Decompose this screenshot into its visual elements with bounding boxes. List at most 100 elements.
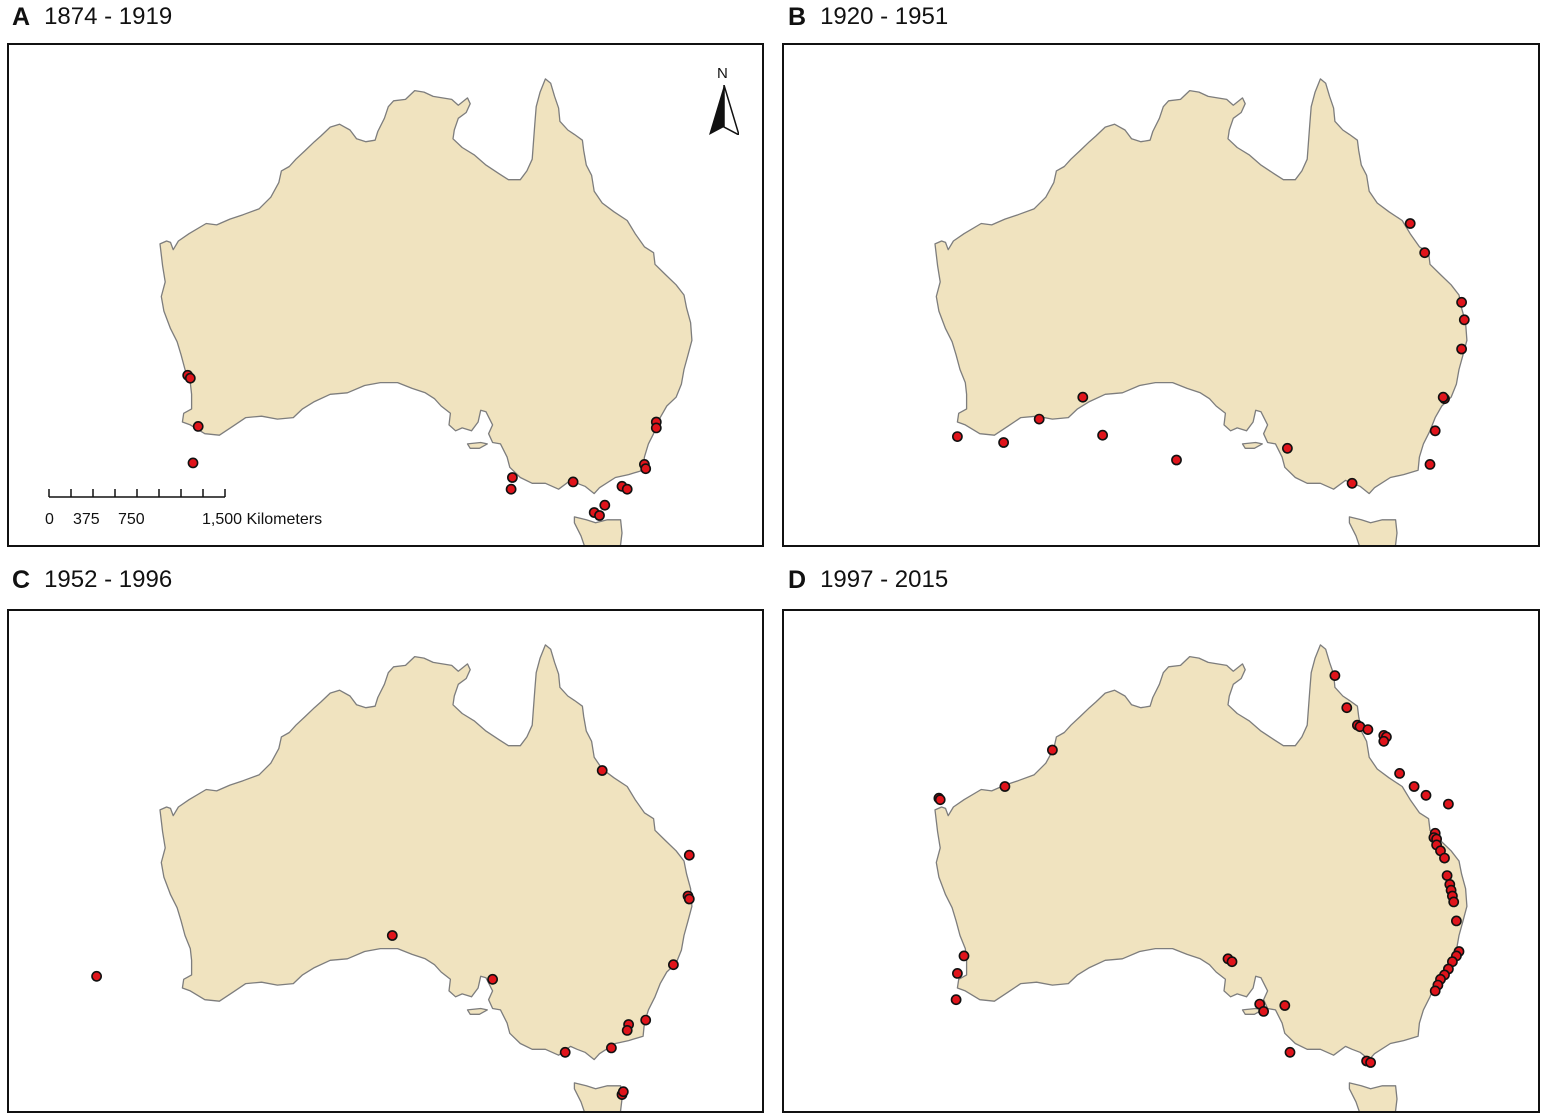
record-point [559, 1046, 571, 1058]
record-point [621, 483, 633, 495]
scale-label-0: 0 [45, 511, 54, 528]
landmass-kangaroo-island [1241, 441, 1263, 449]
panel-title: 1952 - 1996 [44, 566, 173, 593]
record-point [1420, 789, 1432, 801]
record-point [567, 476, 579, 488]
landmass-tasmania [1348, 1082, 1398, 1111]
record-point [599, 499, 611, 511]
record-point [1458, 314, 1470, 326]
record-point [1329, 670, 1341, 681]
record-point [999, 781, 1011, 792]
panel-header-b: B 1920 - 1951 [788, 0, 948, 34]
landmass-mainland [159, 644, 693, 1061]
scale-bar: 0 375 750 1,500 Kilometers [45, 485, 322, 535]
record-point [1429, 985, 1441, 997]
map-svg-b [934, 78, 1470, 545]
record-point [184, 372, 196, 384]
panel-title: 1920 - 1951 [820, 3, 949, 30]
scale-bar-graphic [48, 489, 226, 498]
scale-label-375: 375 [73, 511, 100, 528]
record-point [594, 510, 605, 521]
map-svg-a [159, 78, 693, 545]
record-point [650, 422, 662, 434]
record-point [1046, 744, 1058, 756]
north-arrow: N [709, 65, 739, 135]
record-point [596, 765, 608, 776]
record-point [1437, 391, 1449, 403]
record-point [1429, 425, 1441, 437]
record-point [668, 959, 679, 971]
record-point [640, 463, 652, 475]
landmass-mainland [934, 644, 1468, 1061]
map-frame-b [782, 43, 1540, 547]
landmass-kangaroo-island [466, 441, 488, 449]
map-frame-d [782, 609, 1540, 1113]
record-point [617, 1086, 629, 1098]
record-point [621, 1024, 633, 1036]
panel-letter: C [12, 565, 31, 594]
landmass-tasmania [573, 516, 623, 545]
record-point [1365, 1057, 1376, 1068]
record-point [1448, 896, 1460, 908]
record-point [386, 930, 398, 941]
landmass-tasmania [1348, 516, 1398, 545]
record-point [1258, 1005, 1269, 1017]
record-point [1394, 767, 1405, 779]
record-point [506, 472, 518, 483]
panel-letter: B [788, 2, 807, 31]
record-point [951, 967, 963, 979]
record-point [1378, 735, 1390, 747]
record-point [1171, 454, 1182, 466]
record-point [951, 431, 963, 442]
record-point [606, 1042, 617, 1054]
record-point [1419, 247, 1431, 259]
record-point [187, 457, 199, 469]
panel-title: 1997 - 2015 [820, 566, 949, 593]
record-point [1408, 781, 1420, 792]
record-point [1097, 429, 1108, 441]
record-point [1033, 413, 1045, 425]
landmass-mainland [159, 78, 693, 495]
record-point [1346, 477, 1358, 489]
map-frame-c [7, 609, 764, 1113]
panel-title: 1874 - 1919 [44, 3, 173, 30]
scale-label-750: 750 [118, 511, 145, 528]
panel-letter: D [788, 565, 807, 594]
record-point [1456, 296, 1467, 308]
record-point [1341, 702, 1353, 714]
record-point [1226, 956, 1238, 968]
scale-label-1500: 1,500 Kilometers [202, 511, 323, 528]
record-point [1443, 798, 1454, 810]
record-point [683, 849, 695, 861]
record-point [640, 1014, 652, 1026]
record-point [1077, 391, 1089, 403]
panel-header-a: A 1874 - 1919 [12, 0, 172, 34]
record-point [1284, 1046, 1296, 1058]
record-point [934, 794, 946, 806]
record-point [505, 483, 517, 495]
landmass-mainland [934, 78, 1468, 495]
record-point [91, 970, 102, 982]
record-point [1424, 458, 1436, 470]
record-point [1456, 343, 1467, 355]
record-point [1441, 870, 1453, 881]
landmass-kangaroo-island [466, 1007, 488, 1015]
record-point [998, 437, 1009, 448]
record-point [1451, 915, 1462, 927]
panel-letter: A [12, 2, 31, 31]
north-label: N [717, 65, 728, 82]
map-frame-a: N 0 375 750 1,500 Kilometers [7, 43, 764, 547]
landmass-tasmania [573, 1082, 623, 1111]
record-point [1439, 852, 1450, 864]
panel-header-d: D 1997 - 2015 [788, 563, 948, 597]
record-point [192, 420, 204, 432]
north-arrow-icon [709, 85, 739, 135]
record-point [958, 950, 970, 962]
record-point [487, 973, 498, 985]
map-svg-c [91, 644, 695, 1111]
record-point [1279, 1000, 1291, 1011]
record-point [950, 994, 962, 1006]
record-point [683, 893, 695, 905]
panel-header-c: C 1952 - 1996 [12, 563, 172, 597]
record-point [1362, 724, 1374, 735]
